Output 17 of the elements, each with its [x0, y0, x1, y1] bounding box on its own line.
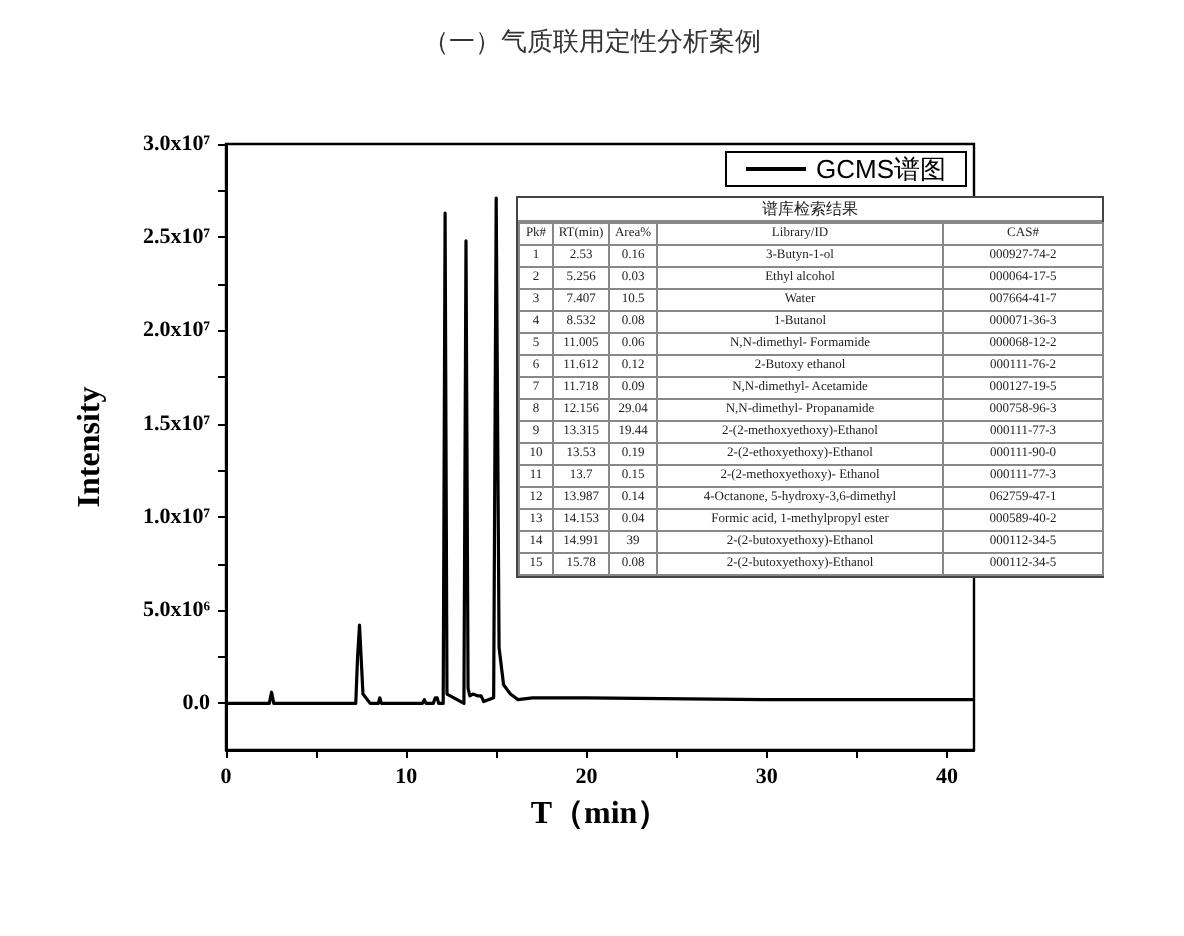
y-tick-label: 2.0x10⁷ — [142, 318, 212, 343]
annotation: 谱库检索结果 — [518, 198, 1102, 222]
y-tick-label: 0.0 — [182, 691, 211, 716]
x-tick-label: 20 — [575, 765, 599, 789]
y-tick-label: 1.0x10⁷ — [142, 504, 212, 529]
y-tick-label: 1.5x10⁷ — [142, 411, 212, 436]
x-tick-label: 40 — [935, 765, 959, 789]
y-tick-label: 2.5x10⁷ — [142, 225, 212, 250]
y-axis-title: Intensity — [73, 386, 107, 508]
chart-title: （一）气质联用定性分析案例 — [423, 26, 761, 58]
x-axis-title: T（min） — [530, 796, 670, 831]
y-tick-label: 5.0x10⁶ — [142, 598, 212, 623]
x-tick-label: 0 — [220, 765, 233, 789]
x-tick-label: 30 — [755, 765, 779, 789]
y-tick-label: 3.0x10⁷ — [142, 132, 212, 156]
x-tick-label: 10 — [395, 765, 419, 789]
legend-label: GCMS谱图 — [816, 154, 946, 184]
